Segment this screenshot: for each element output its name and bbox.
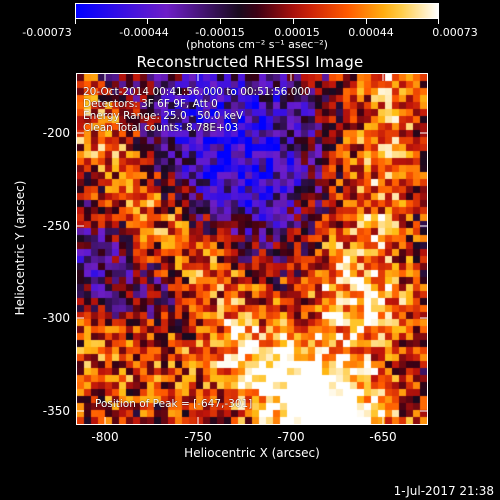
y-axis-label: Heliocentric Y (arcsec)	[13, 180, 27, 316]
colorbar-tick-label: 0.00044	[348, 26, 394, 39]
colorbar	[75, 3, 439, 19]
counts-label: Clean Total counts: 8.78E+03	[83, 122, 239, 134]
x-axis-label: Heliocentric X (arcsec)	[184, 446, 320, 460]
colorbar-ticks	[75, 19, 439, 25]
detectors-label: Detectors: 3F 6F 9F, Att 0	[83, 98, 218, 110]
colorbar-tick-label: -0.00044	[119, 26, 169, 39]
plot-title: Reconstructed RHESSI Image	[136, 53, 364, 71]
colorbar-tick-label: -0.00015	[195, 26, 245, 39]
x-tick-label: -750	[184, 430, 212, 444]
plot-area: 20-Oct-2014 00:41:56.000 to 00:51:56.000…	[76, 73, 428, 425]
heatmap-image	[77, 74, 427, 424]
x-tick-label: -800	[91, 430, 119, 444]
x-tick-label: -650	[369, 430, 397, 444]
timestamp: 1-Jul-2017 21:38	[393, 484, 494, 498]
colorbar-tick-label: 0.00015	[274, 26, 320, 39]
colorbar-tick-label: -0.00073	[22, 26, 72, 39]
colorbar-tick-label: 0.00073	[432, 26, 478, 39]
energy-range-label: Energy Range: 25.0 - 50.0 keV	[83, 110, 244, 122]
colorbar-units: (photons cm⁻² s⁻¹ asec⁻²)	[186, 38, 328, 51]
y-tick-label: -250	[42, 219, 70, 233]
y-tick-label: -200	[42, 126, 70, 140]
y-tick-label: -350	[42, 404, 70, 418]
peak-position-label: Position of Peak = [-647,-301]	[95, 398, 253, 410]
time-range-label: 20-Oct-2014 00:41:56.000 to 00:51:56.000	[83, 86, 311, 98]
x-tick-label: -700	[277, 430, 305, 444]
y-tick-label: -300	[42, 311, 70, 325]
